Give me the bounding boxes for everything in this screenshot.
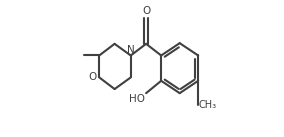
Text: O: O bbox=[142, 6, 150, 16]
Text: O: O bbox=[88, 72, 97, 82]
Text: CH₃: CH₃ bbox=[199, 101, 217, 110]
Text: N: N bbox=[127, 45, 135, 55]
Text: HO: HO bbox=[130, 94, 145, 104]
